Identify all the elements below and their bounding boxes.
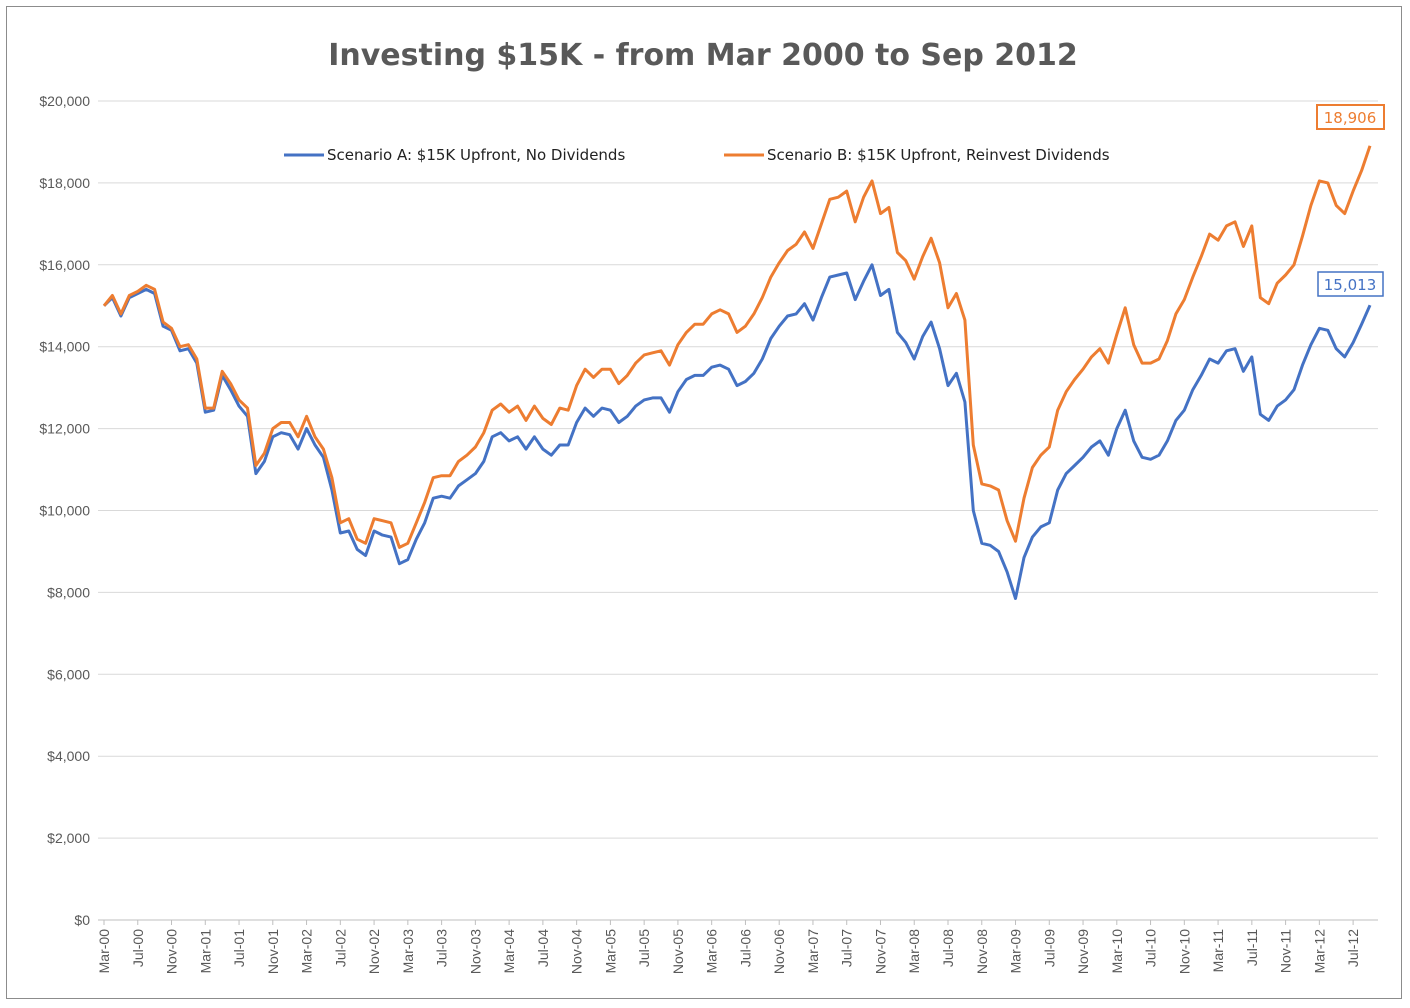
- y-tick-label: $16,000: [39, 257, 90, 273]
- x-tick-label: Mar-12: [1311, 929, 1327, 974]
- x-tick-label: Nov-07: [872, 929, 888, 974]
- y-tick-label: $18,000: [39, 175, 90, 191]
- end-label-box-scenario-a: [1317, 271, 1384, 297]
- line-chart: $0 $2,000 $4,000 $6,000 $8,000 $10,000 $12,000…: [39, 38, 1385, 974]
- x-tick-label: Mar-06: [704, 929, 720, 974]
- x-tick-label: Jul-02: [332, 929, 348, 967]
- y-tick-label: $12,000: [39, 421, 90, 437]
- end-labels: 18,906 15,013: [1316, 104, 1385, 297]
- x-tick-label: Jul-01: [231, 929, 247, 967]
- x-tick-label: Nov-06: [771, 929, 787, 974]
- y-axis: $0 $2,000 $4,000 $6,000 $8,000 $10,000 $12,000…: [39, 93, 90, 928]
- x-tick-label: Nov-11: [1278, 929, 1294, 973]
- legend-label-scenario-b: Scenario B: $15K Upfront, Reinvest Divid…: [767, 146, 1110, 164]
- x-tick-label: Mar-07: [805, 929, 821, 974]
- x-tick-label: Jul-12: [1345, 929, 1361, 967]
- series-line-scenario-b: [102, 145, 1372, 549]
- x-tick-label: Mar-03: [400, 929, 416, 974]
- y-tick-label: $0: [74, 912, 90, 928]
- x-tick-label: Mar-01: [197, 929, 213, 974]
- x-tick-label: Nov-01: [265, 929, 281, 974]
- x-tick-label: Nov-03: [467, 929, 483, 974]
- x-tick-label: Jul-05: [636, 929, 652, 967]
- y-tick-label: $6,000: [47, 666, 90, 682]
- y-tick-label: $8,000: [47, 584, 90, 600]
- x-tick-label: Jul-03: [434, 929, 450, 967]
- y-tick-label: $10,000: [39, 503, 90, 519]
- x-tick-label: Jul-06: [737, 929, 753, 967]
- y-tick-label: $4,000: [47, 748, 90, 764]
- x-tick-label: Jul-00: [130, 929, 146, 967]
- x-tick-label: Mar-08: [906, 929, 922, 974]
- x-tick-label: Nov-09: [1075, 929, 1091, 974]
- x-tick-label: Jul-10: [1143, 929, 1159, 967]
- x-tick-label: Jul-11: [1244, 929, 1260, 966]
- chart-frame: $0 $2,000 $4,000 $6,000 $8,000 $10,000 $12,000…: [6, 6, 1402, 999]
- y-tick-label: $20,000: [39, 93, 90, 109]
- gridlines: [98, 100, 1378, 839]
- x-tick-label: Mar-09: [1008, 929, 1024, 974]
- x-tick-label: Mar-00: [96, 929, 112, 974]
- legend-label-scenario-a: Scenario A: $15K Upfront, No Dividends: [327, 146, 625, 164]
- series-lines: [102, 145, 1372, 600]
- y-tick-label: $14,000: [39, 339, 90, 355]
- x-tick-label: Mar-02: [299, 929, 315, 974]
- x-tick-label: Mar-04: [501, 929, 517, 974]
- x-tick-label: Jul-07: [839, 929, 855, 967]
- x-tick-label: Nov-10: [1176, 929, 1192, 974]
- x-tick-label: Jul-04: [535, 929, 551, 967]
- x-axis: Mar-00 Jul-00 Nov-00 Mar-01 Jul-01 Nov-01 Mar-…: [96, 919, 1378, 974]
- x-tick-label: Nov-05: [670, 929, 686, 974]
- x-tick-label: Nov-04: [569, 929, 585, 974]
- x-tick-label: Jul-08: [940, 929, 956, 967]
- x-tick-label: Jul-09: [1041, 929, 1057, 967]
- series-line-scenario-a: [102, 263, 1372, 600]
- x-tick-label: Nov-00: [164, 929, 180, 974]
- x-tick-label: Mar-10: [1109, 929, 1125, 974]
- end-label-scenario-a: 15,013: [1324, 276, 1377, 294]
- end-label-box-scenario-b: [1316, 104, 1385, 130]
- y-tick-label: $2,000: [47, 830, 90, 846]
- legend: Scenario A: $15K Upfront, No Dividends S…: [284, 146, 1110, 164]
- chart-title: Investing $15K - from Mar 2000 to Sep 20…: [328, 38, 1078, 73]
- end-label-scenario-b: 18,906: [1324, 109, 1377, 127]
- x-tick-label: Mar-11: [1210, 929, 1226, 973]
- x-tick-label: Nov-02: [366, 929, 382, 974]
- x-tick-label: Mar-05: [602, 929, 618, 974]
- x-tick-label: Nov-08: [974, 929, 990, 974]
